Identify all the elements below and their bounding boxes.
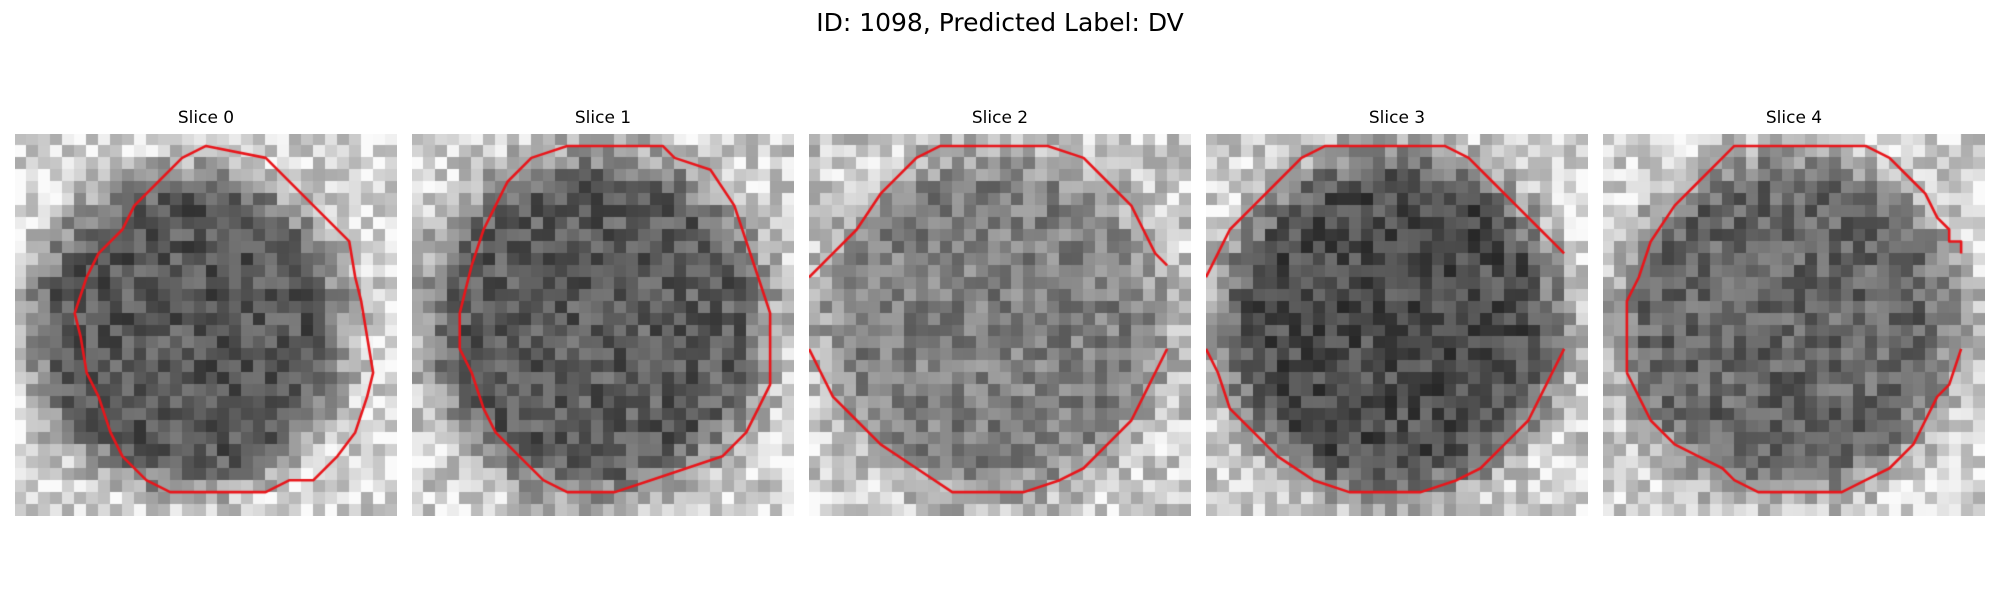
slice-image	[809, 134, 1191, 516]
panel-title: Slice 3	[1368, 108, 1426, 128]
figure-title: ID: 1098, Predicted Label: DV	[816, 8, 1184, 37]
slice-image	[15, 134, 397, 516]
panel-title: Slice 2	[971, 108, 1029, 128]
slice-image	[1603, 134, 1985, 516]
panel-title: Slice 1	[574, 108, 632, 128]
slice-image	[412, 134, 794, 516]
panel-title: Slice 4	[1765, 108, 1823, 128]
panel-title: Slice 0	[177, 108, 235, 128]
slice-image	[1206, 134, 1588, 516]
